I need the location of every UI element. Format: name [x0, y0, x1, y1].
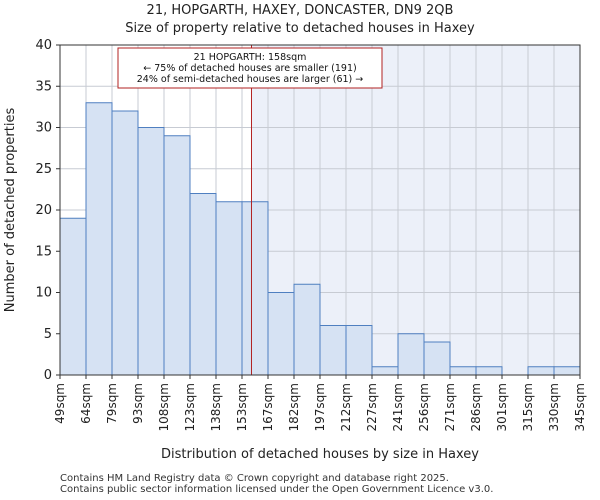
y-tick-label: 35 — [35, 79, 52, 94]
x-tick-label: 197sqm — [313, 383, 327, 431]
y-tick-label: 40 — [35, 38, 52, 53]
histogram-bar — [215, 201, 243, 376]
y-tick-label: 20 — [35, 203, 52, 218]
chart-subtitle: Size of property relative to detached ho… — [125, 21, 475, 36]
x-tick-label: 79sqm — [105, 383, 119, 424]
x-tick-label: 212sqm — [339, 383, 353, 431]
y-tick-label: 0 — [44, 368, 52, 383]
x-tick-label: 93sqm — [131, 383, 145, 424]
y-tick-label: 5 — [44, 327, 52, 342]
chart-title: 21, HOPGARTH, HAXEY, DONCASTER, DN9 2QB — [146, 3, 454, 18]
histogram-bar — [371, 366, 399, 376]
histogram-bar — [163, 135, 191, 376]
x-tick-label: 182sqm — [287, 383, 301, 431]
x-tick-label: 153sqm — [235, 383, 249, 431]
histogram-bar — [423, 341, 451, 376]
x-tick-label: 138sqm — [209, 383, 223, 431]
x-tick-label: 330sqm — [547, 383, 561, 431]
x-tick-label: 315sqm — [521, 383, 535, 431]
y-axis-label: Number of detached properties — [3, 108, 18, 313]
histogram-bar — [397, 333, 425, 376]
y-tick-label: 25 — [35, 162, 52, 177]
histogram-chart: 0 5 10 15 20 25 30 35 40 49sqm 64sqm 79sqm 93sqm 108s… — [3, 38, 587, 462]
annotation-line: 24% of semi-detached houses are larger (… — [137, 74, 364, 85]
x-tick-label: 49sqm — [53, 383, 67, 424]
annotation-line: ← 75% of detached houses are smaller (19… — [143, 63, 356, 74]
x-tick-label: 256sqm — [417, 383, 431, 431]
histogram-bar — [59, 217, 87, 376]
histogram-bar — [319, 325, 347, 376]
histogram-bar — [267, 292, 295, 376]
histogram-bar — [85, 102, 113, 376]
annotation-line: 21 HOPGARTH: 158sqm — [194, 52, 307, 63]
footer-attribution-licence: Contains public sector information licen… — [60, 484, 494, 495]
x-tick-label: 123sqm — [183, 383, 197, 431]
histogram-bar — [137, 127, 165, 376]
y-tick-label: 30 — [35, 121, 52, 136]
footer-attribution-land-registry: Contains HM Land Registry data © Crown c… — [60, 473, 449, 484]
x-axis-label: Distribution of detached houses by size … — [161, 447, 479, 462]
histogram-bar — [553, 366, 581, 376]
histogram-bar — [345, 325, 373, 376]
y-tick-label: 10 — [35, 286, 52, 301]
x-tick-label: 241sqm — [391, 383, 405, 431]
histogram-bar — [189, 193, 217, 376]
x-tick-label: 167sqm — [261, 383, 275, 431]
histogram-bar — [293, 283, 321, 376]
x-tick-label: 227sqm — [365, 383, 379, 431]
histogram-bar — [111, 110, 139, 376]
histogram-bar — [527, 366, 555, 376]
x-tick-label: 345sqm — [573, 383, 587, 431]
histogram-bar — [241, 201, 269, 376]
x-tick-label: 271sqm — [443, 383, 457, 431]
x-tick-label: 301sqm — [495, 383, 509, 431]
x-tick-label: 108sqm — [157, 383, 171, 431]
x-tick-label: 64sqm — [79, 383, 93, 424]
x-tick-label: 286sqm — [469, 383, 483, 431]
y-tick-label: 15 — [35, 244, 52, 259]
histogram-bar — [449, 366, 477, 376]
histogram-bar — [475, 366, 503, 376]
annotation-box — [117, 47, 383, 89]
